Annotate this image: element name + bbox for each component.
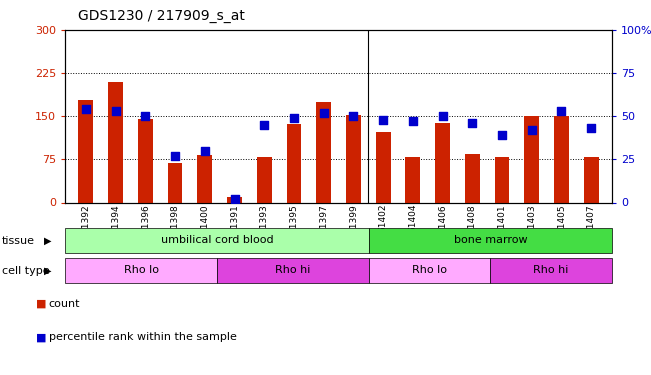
Point <box>81 106 91 112</box>
Point <box>229 196 240 202</box>
Point <box>140 113 150 119</box>
Point <box>527 127 537 133</box>
Text: Rho hi: Rho hi <box>275 266 311 275</box>
Bar <box>406 156 421 203</box>
Point <box>497 132 507 138</box>
Text: bone marrow: bone marrow <box>454 236 527 245</box>
Point <box>348 113 359 119</box>
Point <box>437 113 448 119</box>
Point <box>259 122 270 128</box>
Bar <box>65 258 217 283</box>
Text: ▶: ▶ <box>44 236 52 246</box>
Bar <box>554 116 569 202</box>
Bar <box>495 156 509 203</box>
Text: GDS1230 / 217909_s_at: GDS1230 / 217909_s_at <box>78 9 245 23</box>
Bar <box>490 258 612 283</box>
Text: count: count <box>49 299 80 309</box>
Bar <box>217 258 369 283</box>
Bar <box>227 197 242 202</box>
Point <box>200 148 210 154</box>
Bar <box>79 100 93 202</box>
Point <box>289 115 299 121</box>
Bar <box>435 123 450 202</box>
Text: ■: ■ <box>36 299 46 309</box>
Bar <box>138 119 153 202</box>
Point <box>170 153 180 159</box>
Bar <box>168 164 182 202</box>
Text: umbilical cord blood: umbilical cord blood <box>161 236 273 245</box>
Point <box>111 108 121 114</box>
Text: Rho lo: Rho lo <box>412 266 447 275</box>
Text: Rho lo: Rho lo <box>124 266 159 275</box>
Bar <box>108 82 123 203</box>
Text: ▶: ▶ <box>44 266 52 276</box>
Bar <box>524 116 539 202</box>
Point <box>467 120 477 126</box>
Bar <box>346 115 361 202</box>
Point <box>556 108 566 114</box>
Text: tissue: tissue <box>2 236 35 246</box>
Text: ■: ■ <box>36 333 46 342</box>
Bar <box>584 156 598 203</box>
Text: percentile rank within the sample: percentile rank within the sample <box>49 333 237 342</box>
Point <box>408 118 418 124</box>
Point <box>318 110 329 116</box>
Text: Rho hi: Rho hi <box>533 266 569 275</box>
Bar <box>286 124 301 202</box>
Bar <box>197 155 212 203</box>
Bar <box>316 102 331 202</box>
Point <box>378 117 388 123</box>
Bar <box>65 228 369 253</box>
Bar <box>256 156 271 203</box>
Point <box>586 125 596 131</box>
Text: cell type: cell type <box>2 266 49 276</box>
Bar <box>369 258 490 283</box>
Bar <box>369 228 612 253</box>
Bar <box>376 132 391 202</box>
Bar <box>465 154 480 203</box>
